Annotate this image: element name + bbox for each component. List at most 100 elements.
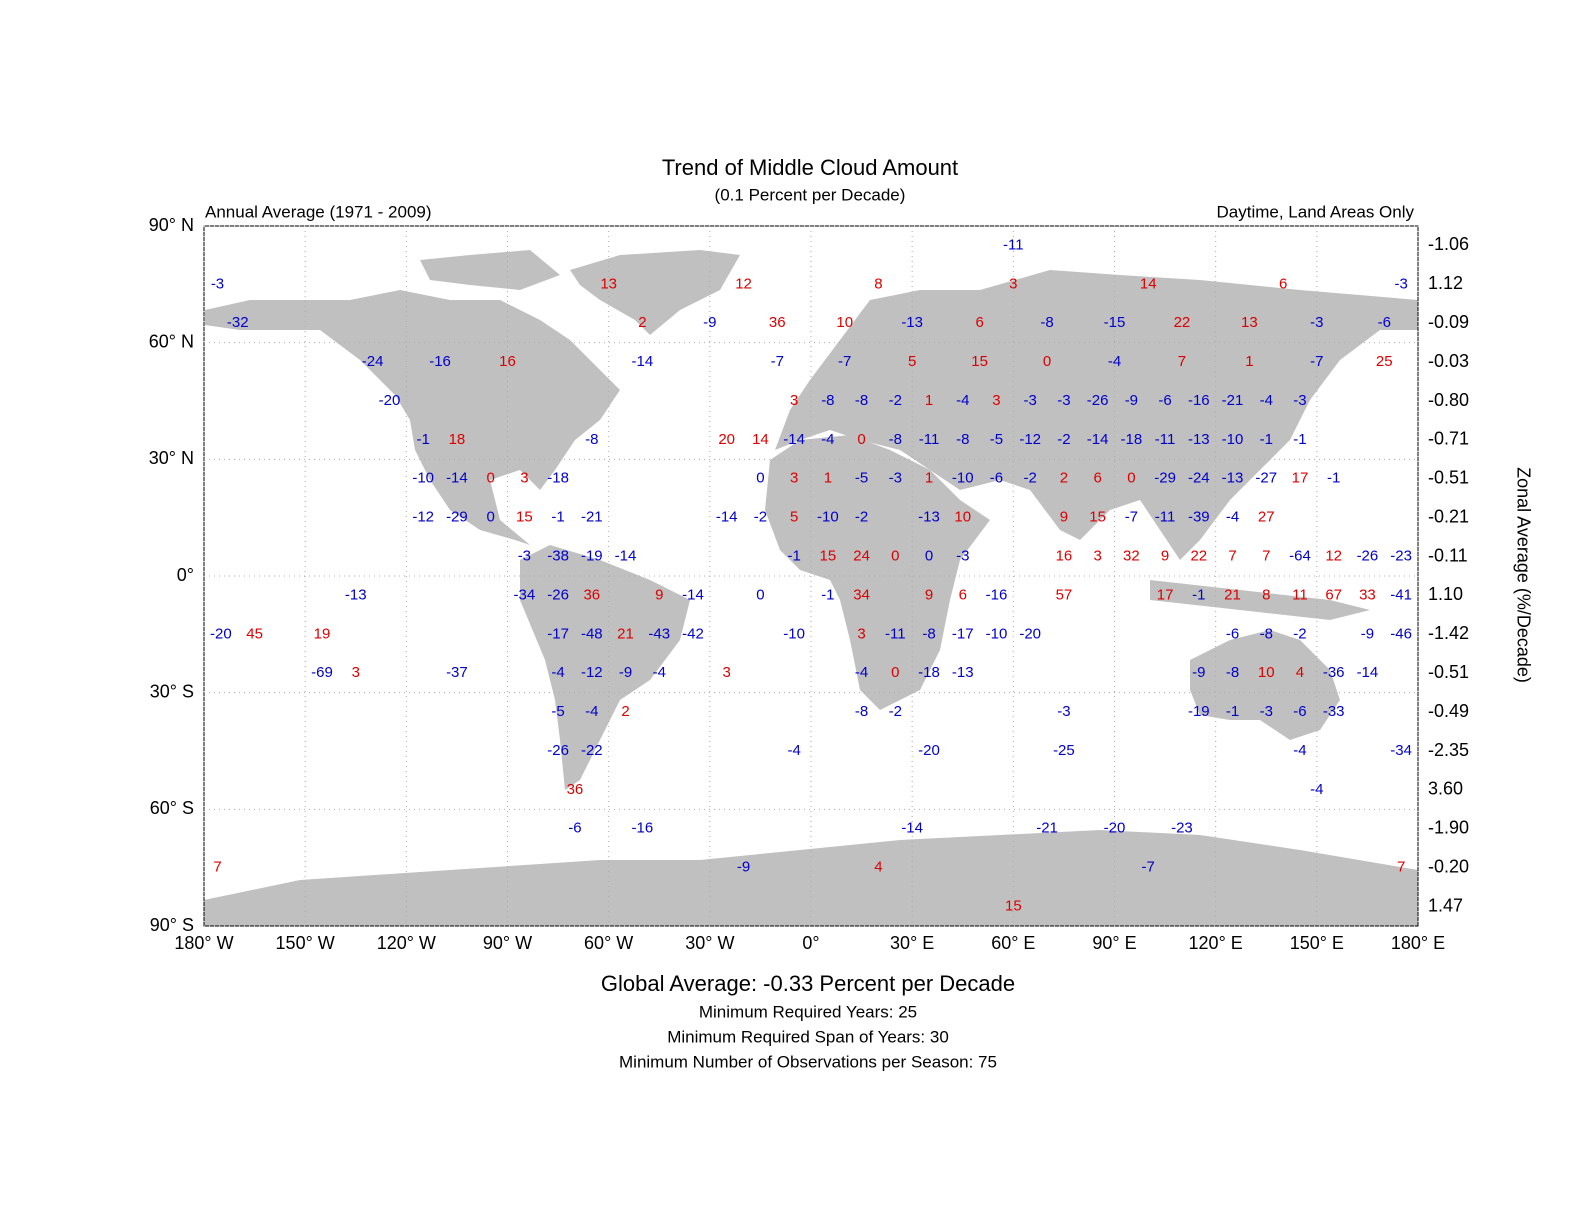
cell-trend: -3 [1293, 392, 1306, 409]
cell-trend: 0 [756, 470, 764, 487]
cell-trend: -5 [855, 470, 868, 487]
cell-trend: -14 [632, 353, 654, 370]
cell-trend: 6 [975, 314, 983, 331]
cell-trend: 2 [621, 703, 629, 720]
cell-trend: -8 [855, 392, 868, 409]
zonal-average: 3.60 [1428, 779, 1463, 799]
cell-trend: -2 [1024, 470, 1037, 487]
cell-trend: 0 [486, 509, 494, 526]
cell-trend: 3 [992, 392, 1000, 409]
x-tick-label: 180° W [174, 933, 233, 953]
cell-trend: 67 [1325, 586, 1342, 603]
cell-trend: 3 [1009, 275, 1017, 292]
cell-trend: -26 [1087, 392, 1109, 409]
cell-trend: -20 [379, 392, 401, 409]
zonal-average: -0.49 [1428, 701, 1469, 721]
x-tick-label: 180° E [1391, 933, 1445, 953]
cell-trend: -1 [1192, 586, 1205, 603]
zonal-average: -1.42 [1428, 623, 1469, 643]
cell-trend: 7 [1178, 353, 1186, 370]
cell-trend: 21 [617, 625, 634, 642]
cell-trend: -3 [211, 275, 224, 292]
cell-trend: 14 [1140, 275, 1157, 292]
zonal-average: -0.51 [1428, 468, 1469, 488]
cell-trend: 7 [1397, 859, 1405, 876]
cell-trend: -3 [1057, 703, 1070, 720]
cell-trend: -20 [1019, 625, 1041, 642]
cell-trend: -11 [1155, 431, 1176, 448]
cell-trend: -17 [547, 625, 569, 642]
cell-trend: -23 [1171, 820, 1193, 837]
cell-trend: -23 [1390, 548, 1412, 565]
cell-trend: 32 [1123, 548, 1140, 565]
cell-trend: -20 [210, 625, 232, 642]
cell-trend: -1 [417, 431, 430, 448]
cell-trend: 15 [1005, 898, 1022, 915]
title: Trend of Middle Cloud Amount [662, 155, 958, 180]
cell-trend: -11 [919, 431, 940, 448]
cell-trend: -1 [787, 548, 800, 565]
cell-trend: -3 [1260, 703, 1273, 720]
cell-trend: 24 [853, 548, 870, 565]
cell-trend: -26 [547, 586, 569, 603]
cell-trend: -13 [1222, 470, 1244, 487]
right-note: Daytime, Land Areas Only [1217, 202, 1415, 221]
cell-trend: 6 [1093, 470, 1101, 487]
cell-trend: -13 [345, 586, 367, 603]
cell-trend: -15 [1104, 314, 1126, 331]
zonal-average: -0.51 [1428, 662, 1469, 682]
cell-trend: -11 [1003, 236, 1024, 253]
cell-trend: -13 [1188, 431, 1210, 448]
cell-trend: -16 [1188, 392, 1210, 409]
cell-trend: 4 [1296, 664, 1304, 681]
cell-trend: -4 [653, 664, 666, 681]
cell-trend: 2 [1060, 470, 1068, 487]
cell-trend: -8 [922, 625, 935, 642]
cell-trend: -38 [547, 548, 569, 565]
zonal-average: -1.90 [1428, 818, 1469, 838]
cell-trend: -24 [362, 353, 384, 370]
cell-trend: -10 [817, 509, 839, 526]
cell-trend: -32 [227, 314, 249, 331]
x-tick-label: 30° E [890, 933, 934, 953]
cell-trend: -39 [1188, 509, 1210, 526]
cell-trend: -34 [514, 586, 536, 603]
cell-trend: 22 [1190, 548, 1207, 565]
y-tick-label: 60° N [149, 331, 194, 351]
cell-trend: -34 [1390, 742, 1412, 759]
cell-trend: -4 [1293, 742, 1306, 759]
cell-trend: 16 [1056, 548, 1073, 565]
cell-trend: -46 [1390, 625, 1412, 642]
cell-trend: -13 [918, 509, 940, 526]
cell-trend: 27 [1258, 509, 1275, 526]
cell-trend: -37 [446, 664, 468, 681]
cell-trend: -1 [1260, 431, 1273, 448]
cell-trend: -6 [1378, 314, 1391, 331]
maritime-asia [1150, 580, 1370, 620]
x-tick-label: 150° E [1290, 933, 1344, 953]
cell-trend: -18 [1121, 431, 1143, 448]
cell-trend: 8 [874, 275, 882, 292]
cell-trend: 20 [718, 431, 735, 448]
cell-trend: -2 [1293, 625, 1306, 642]
cell-trend: -2 [1057, 431, 1070, 448]
cell-trend: -4 [855, 664, 868, 681]
cell-trend: -41 [1390, 586, 1412, 603]
cell-trend: 9 [925, 586, 933, 603]
cell-trend: -18 [547, 470, 569, 487]
cell-trend: 0 [1043, 353, 1051, 370]
cell-trend: -18 [918, 664, 940, 681]
cell-trend: 18 [449, 431, 466, 448]
cell-trend: 0 [1127, 470, 1135, 487]
cell-trend: 3 [790, 470, 798, 487]
x-tick-label: 0° [802, 933, 819, 953]
cell-trend: -3 [1057, 392, 1070, 409]
cell-trend: -6 [1293, 703, 1306, 720]
cell-trend: 0 [486, 470, 494, 487]
cell-trend: -48 [581, 625, 603, 642]
cell-trend: -4 [821, 431, 834, 448]
cell-trend: -14 [901, 820, 923, 837]
cell-trend: -3 [889, 470, 902, 487]
cell-trend: -12 [581, 664, 603, 681]
